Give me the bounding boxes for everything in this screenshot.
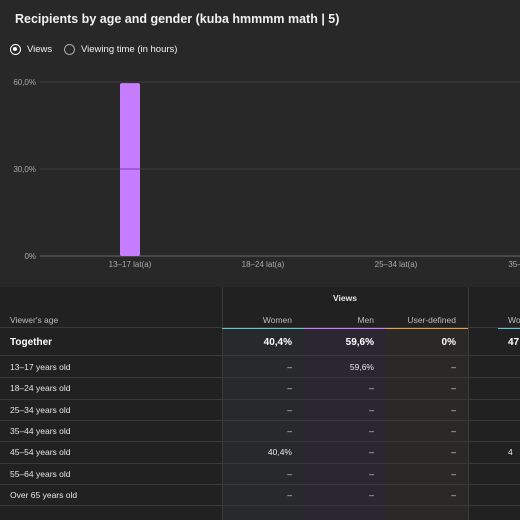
women-color-underline bbox=[222, 327, 304, 329]
men-color-underline bbox=[304, 327, 386, 329]
radio-views[interactable]: Views bbox=[10, 44, 52, 55]
row-divider bbox=[0, 355, 520, 356]
row-value: – bbox=[369, 447, 374, 458]
demographics-table: Views Viewer's age Women Men User-define… bbox=[0, 287, 520, 520]
radio-viewing-time-label: Viewing time (in hours) bbox=[81, 44, 178, 55]
row-age-label: 18–24 years old bbox=[10, 383, 71, 394]
y-tick-label: 60,0% bbox=[13, 78, 36, 87]
row-age-label: 13–17 years old bbox=[10, 362, 71, 372]
men-column-header[interactable]: Men bbox=[357, 315, 374, 325]
header-divider bbox=[0, 327, 520, 328]
radio-selected-icon[interactable] bbox=[10, 44, 21, 55]
together-men: 59,6% bbox=[345, 337, 374, 348]
column-divider bbox=[222, 287, 223, 520]
row-value: – bbox=[451, 489, 456, 500]
row-value: – bbox=[369, 425, 374, 436]
radio-unselected-icon[interactable] bbox=[64, 44, 75, 55]
row-value: – bbox=[287, 404, 292, 415]
row-value: – bbox=[287, 468, 292, 479]
row-value: – bbox=[451, 383, 456, 394]
row-age-label: 45–54 years old bbox=[10, 447, 71, 458]
row-value: – bbox=[287, 383, 292, 394]
row-value: – bbox=[451, 404, 456, 415]
row-value: – bbox=[451, 447, 456, 458]
women-column-band bbox=[222, 328, 304, 520]
row-value: 40,4% bbox=[267, 447, 292, 458]
row-value: – bbox=[369, 489, 374, 500]
row-value: – bbox=[369, 404, 374, 415]
row-age-label: 25–34 years old bbox=[10, 404, 71, 415]
user-defined-column-header[interactable]: User-defined bbox=[407, 315, 456, 325]
row-value: – bbox=[287, 489, 292, 500]
row-value: – bbox=[451, 362, 456, 372]
together-women-time: 47 bbox=[508, 337, 520, 348]
age-column-header[interactable]: Viewer's age bbox=[10, 315, 59, 325]
row-age-label: 55–64 years old bbox=[10, 468, 71, 479]
women-time-color-underline bbox=[498, 327, 520, 329]
women-column-header[interactable]: Women bbox=[262, 315, 292, 325]
x-tick-label: 35– bbox=[508, 260, 520, 269]
row-divider bbox=[0, 377, 520, 379]
x-tick-label: 13–17 lat(a) bbox=[109, 260, 152, 269]
y-tick-label: 30,0% bbox=[13, 165, 36, 174]
y-tick-label: 0% bbox=[24, 252, 36, 261]
row-divider bbox=[0, 505, 520, 507]
radio-views-label: Views bbox=[27, 44, 53, 55]
together-user-defined: 0% bbox=[441, 337, 456, 348]
men-column-band bbox=[304, 328, 386, 520]
x-tick-label: 25–34 lat(a) bbox=[375, 260, 418, 269]
row-divider bbox=[0, 419, 520, 421]
row-value: 59,6% bbox=[349, 362, 374, 372]
bar-men bbox=[120, 83, 140, 256]
user-defined-color-underline bbox=[386, 327, 468, 329]
together-women: 40,4% bbox=[263, 337, 292, 348]
bar-chart: 0% 30,0% 60,0% 13–17 lat(a) 18–24 lat(a) 25–3… bbox=[13, 78, 520, 269]
together-label: Together bbox=[10, 337, 53, 348]
views-group-header: Views bbox=[333, 293, 357, 303]
row-value: – bbox=[369, 468, 374, 479]
row-divider bbox=[0, 462, 520, 464]
column-divider bbox=[468, 287, 469, 520]
women-time-column-header[interactable]: Wo bbox=[508, 315, 520, 325]
row-age-label: Over 65 years old bbox=[10, 489, 78, 500]
row-age-label: 35–44 years old bbox=[10, 425, 71, 436]
x-tick-label: 18–24 lat(a) bbox=[242, 260, 285, 269]
row-value: 4 bbox=[508, 447, 513, 458]
row-value: – bbox=[287, 362, 292, 372]
radio-viewing-time[interactable]: Viewing time (in hours) bbox=[64, 44, 177, 55]
page-title: Recipients by age and gender (kuba hmmmm… bbox=[15, 12, 340, 26]
row-divider bbox=[0, 398, 520, 400]
row-divider bbox=[0, 483, 520, 485]
row-divider bbox=[0, 441, 520, 443]
row-value: – bbox=[451, 468, 456, 479]
row-value: – bbox=[369, 383, 374, 394]
user-defined-column-band bbox=[386, 328, 468, 520]
row-value: – bbox=[287, 425, 292, 436]
row-value: – bbox=[451, 425, 456, 436]
